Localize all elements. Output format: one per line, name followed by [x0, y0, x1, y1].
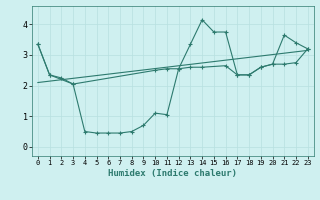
- X-axis label: Humidex (Indice chaleur): Humidex (Indice chaleur): [108, 169, 237, 178]
